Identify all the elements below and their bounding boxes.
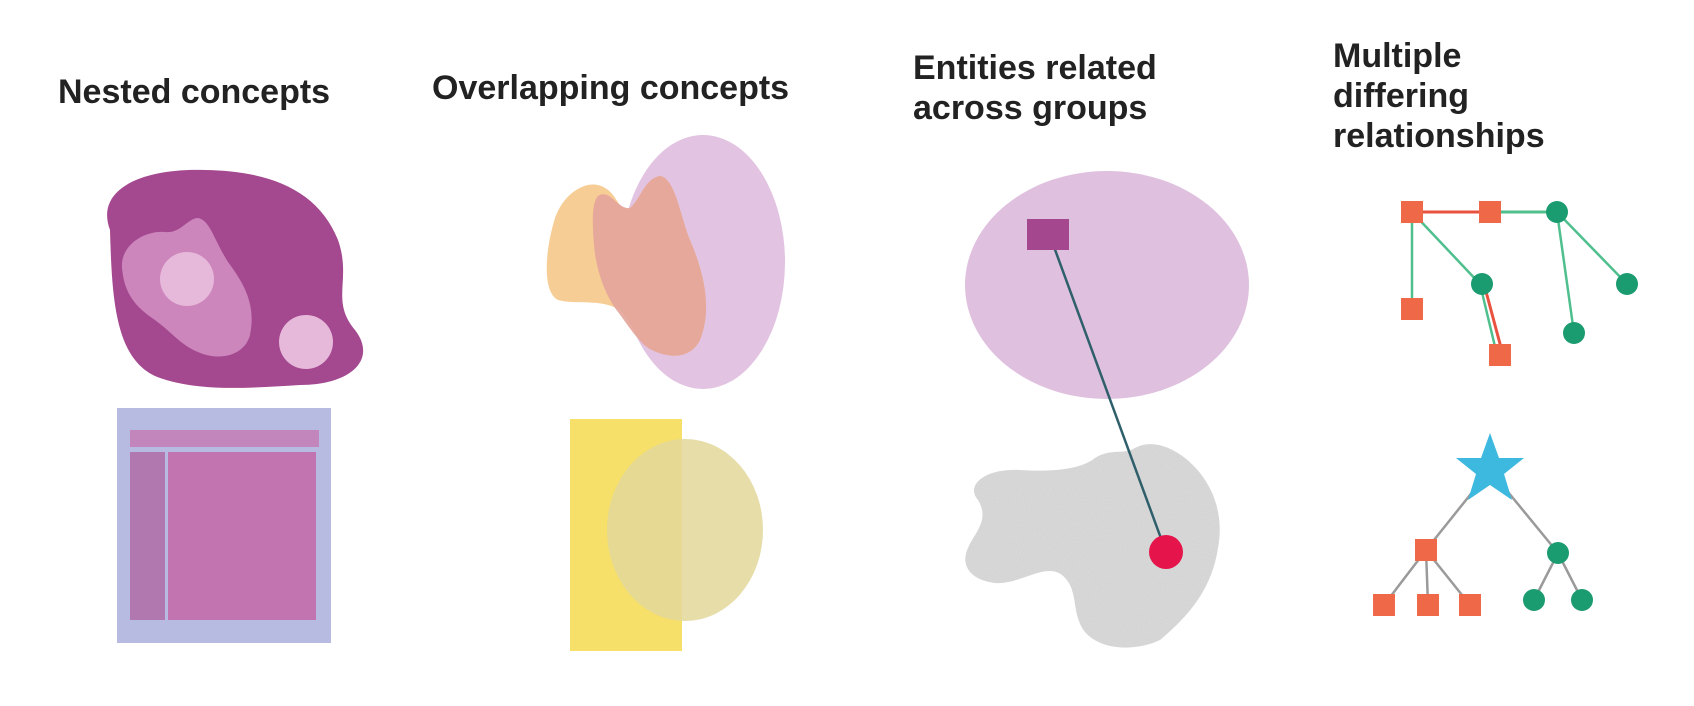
- entity-dot: [1149, 535, 1183, 569]
- edge: [1482, 283, 1505, 356]
- edge: [1478, 283, 1499, 356]
- network-circle-node: [1563, 322, 1585, 344]
- heading-overlapping-concepts: Overlapping concepts: [432, 68, 789, 108]
- heading-line: Multiple: [1333, 37, 1462, 75]
- tree-circle-node: [1571, 589, 1593, 611]
- entity-square: [1027, 219, 1069, 250]
- overlap-circle: [607, 439, 763, 621]
- heading-nested-concepts: Nested concepts: [58, 72, 330, 112]
- network-circle-node: [1546, 201, 1568, 223]
- tree-square-node: [1415, 539, 1437, 561]
- edge: [1411, 211, 1481, 285]
- nested-blob-group: [107, 169, 364, 388]
- star-icon: [1456, 433, 1524, 500]
- network-circle-node: [1471, 273, 1493, 295]
- heading-line: Entities related: [913, 49, 1157, 87]
- tree-square-node: [1373, 594, 1395, 616]
- group-ellipse: [965, 171, 1249, 399]
- window-content: [168, 452, 316, 620]
- network-square-node: [1401, 298, 1423, 320]
- nested-small-circle: [279, 315, 333, 369]
- tree-square-node: [1459, 594, 1481, 616]
- overlap-top-group: [546, 135, 785, 389]
- tree-graph: [1373, 433, 1593, 616]
- heading-multiple-relationships: Multiple differing relationships: [1333, 36, 1545, 156]
- network-square-node: [1479, 201, 1501, 223]
- network-circle-node: [1616, 273, 1638, 295]
- network-graph: [1401, 201, 1638, 366]
- nested-inner-circle: [160, 252, 214, 306]
- overlap-brown-intersection: [592, 176, 707, 356]
- heading-line: Nested concepts: [58, 73, 331, 111]
- groups-diagram: [965, 171, 1249, 648]
- heading-line: differing: [1333, 77, 1469, 115]
- heading-entities-related: Entities related across groups: [913, 48, 1157, 128]
- group-cloud: [965, 444, 1220, 648]
- heading-line: Overlapping concepts: [432, 69, 790, 107]
- tree-square-node: [1417, 594, 1439, 616]
- relation-link: [1048, 235, 1168, 553]
- edge: [1555, 211, 1576, 334]
- nested-window-group: [117, 408, 331, 643]
- heading-line: across groups: [913, 89, 1148, 127]
- window-sidebar: [130, 452, 165, 620]
- network-square-node: [1489, 344, 1511, 366]
- overlap-bottom-group: [570, 419, 763, 651]
- tree-circle-node: [1523, 589, 1545, 611]
- tree-circle-node: [1547, 542, 1569, 564]
- network-square-node: [1401, 201, 1423, 223]
- window-header-bar: [130, 430, 319, 447]
- edge: [1556, 211, 1628, 285]
- heading-line: relationships: [1333, 117, 1545, 155]
